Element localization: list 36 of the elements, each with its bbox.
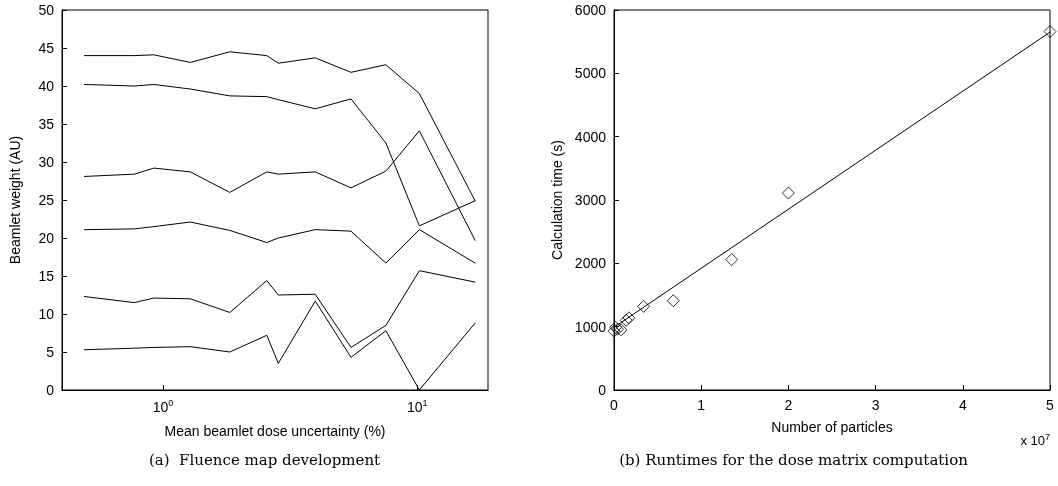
x-tick-label: 5	[1046, 397, 1055, 413]
text: (a) Fluence map development	[148, 450, 381, 469]
y-tick-label: 2000	[574, 255, 607, 272]
y-tick-label: 4000	[574, 128, 607, 145]
point	[725, 253, 739, 267]
y-tick-label: 25	[38, 192, 55, 208]
y-tick-label: 0	[598, 382, 607, 398]
y-tick-label: 5000	[574, 65, 607, 82]
x-axis-title: Number of particles	[771, 419, 893, 435]
y-tick-label: 6000	[574, 2, 607, 18]
point	[637, 299, 651, 313]
y-tick-label: 50	[38, 2, 55, 18]
y-tick-label: 30	[38, 154, 55, 170]
y-tick-label: 15	[38, 268, 55, 284]
y-tick-label: 35	[38, 116, 55, 132]
x-tick-label: 3	[871, 397, 880, 413]
x-tick-label: 2	[784, 397, 793, 413]
y-tick-label: 1000	[574, 318, 607, 335]
text: (b) Runtimes for the dose matrix computation	[619, 450, 969, 469]
y-axis-title: Beamlet weight (AU)	[7, 135, 23, 265]
point	[1043, 25, 1057, 39]
x-axis-title: Mean beamlet dose uncertainty (%)	[164, 423, 386, 439]
y-tick-label: 10	[38, 306, 55, 322]
y-tick-label: 40	[38, 78, 55, 94]
x-tick-label: 4	[958, 397, 967, 413]
y-tick-label: 20	[38, 230, 55, 246]
y-tick-label: 3000	[574, 192, 607, 208]
y-tick-label: 0	[46, 382, 55, 398]
point	[781, 186, 795, 200]
y-tick-label: 45	[38, 40, 55, 56]
point	[614, 323, 628, 337]
point	[666, 294, 680, 308]
y-tick-label: 5	[46, 344, 55, 360]
y-axis-title: Calculation time (s)	[548, 140, 565, 260]
x-tick-label: 1	[697, 397, 706, 413]
x-tick-label: 0	[610, 397, 619, 413]
